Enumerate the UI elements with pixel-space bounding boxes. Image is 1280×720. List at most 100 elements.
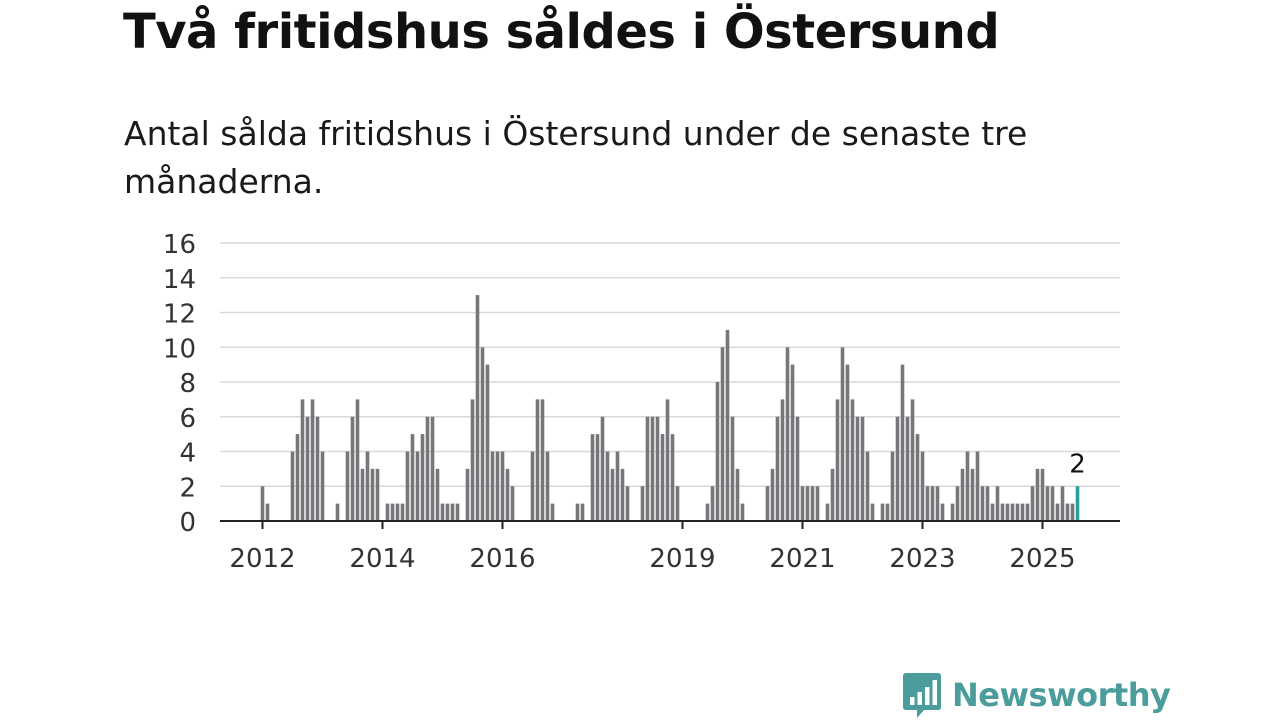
bar bbox=[260, 486, 265, 521]
bar bbox=[985, 486, 990, 521]
bar bbox=[735, 468, 740, 521]
y-tick-label: 8 bbox=[179, 369, 196, 399]
bar bbox=[580, 503, 585, 521]
bar bbox=[660, 434, 665, 521]
bar bbox=[840, 347, 845, 521]
bar bbox=[435, 468, 440, 521]
bar bbox=[1010, 503, 1015, 521]
bar bbox=[490, 451, 495, 521]
bar bbox=[450, 503, 455, 521]
bar bbox=[610, 468, 615, 521]
bar bbox=[995, 486, 1000, 521]
brand: Newsworthy bbox=[902, 670, 1171, 720]
bar bbox=[470, 399, 475, 521]
bar bbox=[1020, 503, 1025, 521]
bar bbox=[390, 503, 395, 521]
bar bbox=[905, 416, 910, 521]
bar bbox=[1060, 486, 1065, 521]
bar bbox=[530, 451, 535, 521]
bar bbox=[1070, 503, 1075, 521]
bar bbox=[960, 468, 965, 521]
bar bbox=[830, 468, 835, 521]
bar bbox=[1000, 503, 1005, 521]
bar bbox=[505, 468, 510, 521]
bar bbox=[430, 416, 435, 521]
bar bbox=[590, 434, 595, 521]
bar bbox=[500, 451, 505, 521]
bar bbox=[355, 399, 360, 521]
bar bbox=[705, 503, 710, 521]
bar bbox=[1030, 486, 1035, 521]
bar bbox=[915, 434, 920, 521]
bar bbox=[715, 382, 720, 521]
bar bbox=[785, 347, 790, 521]
bar bbox=[725, 329, 730, 521]
bar bbox=[770, 468, 775, 521]
bar bbox=[310, 399, 315, 521]
bar bbox=[795, 416, 800, 521]
data-label-last: 2 bbox=[1069, 449, 1086, 479]
y-tick-label: 12 bbox=[163, 300, 196, 330]
x-tick-label: 2023 bbox=[889, 544, 955, 574]
x-tick-label: 2016 bbox=[469, 544, 535, 574]
bar bbox=[1025, 503, 1030, 521]
y-tick-label: 2 bbox=[179, 473, 196, 503]
bar bbox=[890, 451, 895, 521]
bar bbox=[900, 364, 905, 521]
bar bbox=[710, 486, 715, 521]
bar bbox=[345, 451, 350, 521]
bar bbox=[870, 503, 875, 521]
bar bbox=[395, 503, 400, 521]
bar bbox=[265, 503, 270, 521]
y-tick-label: 16 bbox=[163, 230, 196, 260]
chart-grid bbox=[220, 242, 1120, 487]
bar bbox=[360, 468, 365, 521]
bar bbox=[1045, 486, 1050, 521]
bar bbox=[405, 451, 410, 521]
bar bbox=[885, 503, 890, 521]
bar bbox=[445, 503, 450, 521]
bar bbox=[780, 399, 785, 521]
bar bbox=[800, 486, 805, 521]
bar bbox=[465, 468, 470, 521]
bar bbox=[815, 486, 820, 521]
bar bbox=[950, 503, 955, 521]
bar bbox=[655, 416, 660, 521]
bar bbox=[1065, 503, 1070, 521]
bar bbox=[415, 451, 420, 521]
bar bbox=[965, 451, 970, 521]
bar bbox=[315, 416, 320, 521]
bar bbox=[425, 416, 430, 521]
bar bbox=[335, 503, 340, 521]
bar bbox=[305, 416, 310, 521]
bar bbox=[290, 451, 295, 521]
x-tick-label: 2025 bbox=[1009, 544, 1075, 574]
bar bbox=[495, 451, 500, 521]
bar bbox=[455, 503, 460, 521]
y-tick-label: 6 bbox=[179, 404, 196, 434]
bar bbox=[940, 503, 945, 521]
bar bbox=[400, 503, 405, 521]
bar bbox=[650, 416, 655, 521]
data-labels: 2 bbox=[1069, 449, 1086, 479]
chart-bars bbox=[260, 295, 1080, 521]
y-axis: 0 2 4 6 8 10 12 14 16 bbox=[163, 230, 196, 538]
bar bbox=[295, 434, 300, 521]
y-tick-label: 14 bbox=[163, 265, 196, 295]
bar bbox=[510, 486, 515, 521]
bar bbox=[1055, 503, 1060, 521]
bar bbox=[775, 416, 780, 521]
bar bbox=[880, 503, 885, 521]
bar bbox=[370, 468, 375, 521]
bar bbox=[925, 486, 930, 521]
bar bbox=[420, 434, 425, 521]
bar bbox=[855, 416, 860, 521]
bar bbox=[385, 503, 390, 521]
bar bbox=[640, 486, 645, 521]
bar bbox=[645, 416, 650, 521]
y-tick-label: 4 bbox=[179, 439, 196, 469]
bar bbox=[810, 486, 815, 521]
bar bbox=[605, 451, 610, 521]
bar bbox=[845, 364, 850, 521]
bar bbox=[375, 468, 380, 521]
